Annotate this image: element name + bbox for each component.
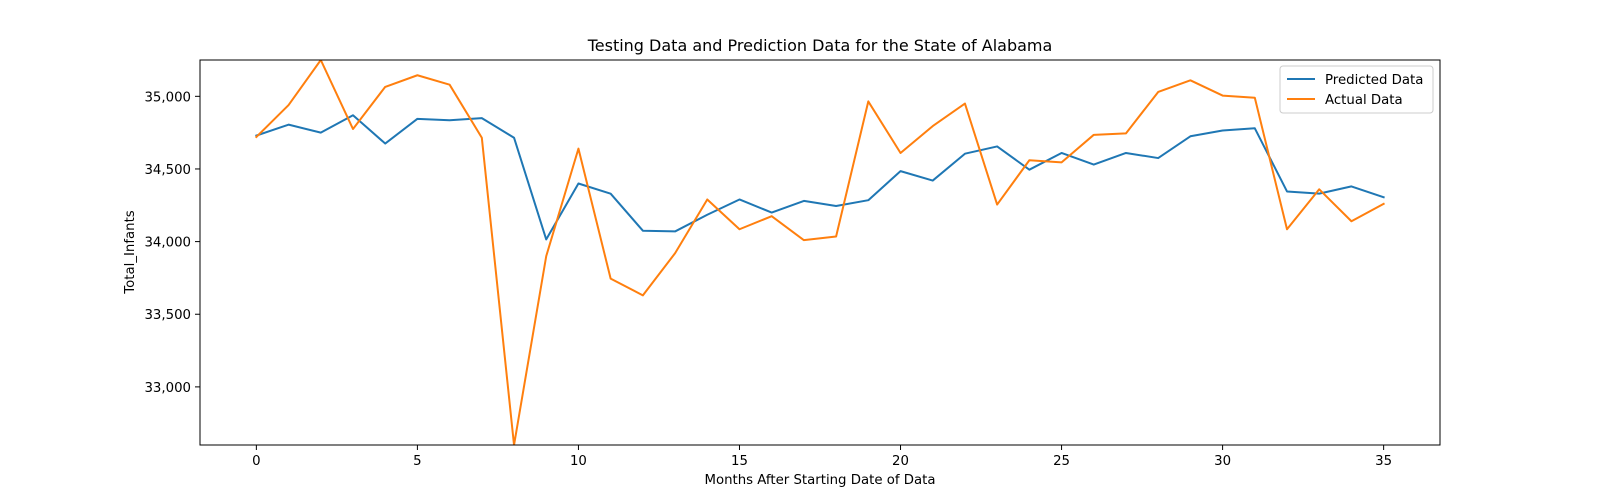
x-tick-label: 10 — [570, 454, 587, 469]
legend: Predicted Data Actual Data — [1279, 65, 1434, 114]
y-tick-label: 34,000 — [144, 236, 191, 251]
y-tick-label: 33,000 — [144, 381, 191, 396]
series-line-actual — [254, 60, 1385, 445]
x-tick-label: 35 — [1375, 454, 1392, 469]
x-axis-label: Months After Starting Date of Data — [704, 473, 935, 488]
y-tick-label: 34,500 — [144, 163, 191, 178]
y-tick-label: 35,000 — [144, 90, 191, 105]
series-layer — [254, 60, 1385, 445]
x-axis: 0 5 10 15 20 25 30 35 — [252, 445, 1392, 469]
chart-title: Testing Data and Prediction Data for the… — [587, 36, 1053, 55]
x-tick-label: 5 — [413, 454, 421, 469]
legend-label-predicted: Predicted Data — [1325, 73, 1423, 88]
x-tick-label: 30 — [1214, 454, 1231, 469]
y-axis: 33,000 33,500 34,000 34,500 35,000 — [144, 90, 200, 396]
x-tick-label: 20 — [892, 454, 909, 469]
plot-frame — [199, 59, 1441, 446]
x-tick-label: 0 — [252, 454, 260, 469]
x-tick-label: 25 — [1053, 454, 1070, 469]
y-axis-label: Total_Infants — [123, 210, 138, 295]
legend-box — [1279, 65, 1434, 114]
legend-label-actual: Actual Data — [1325, 93, 1403, 108]
y-tick-label: 33,500 — [144, 308, 191, 323]
x-tick-label: 15 — [731, 454, 748, 469]
series-line-predicted — [255, 114, 1385, 241]
